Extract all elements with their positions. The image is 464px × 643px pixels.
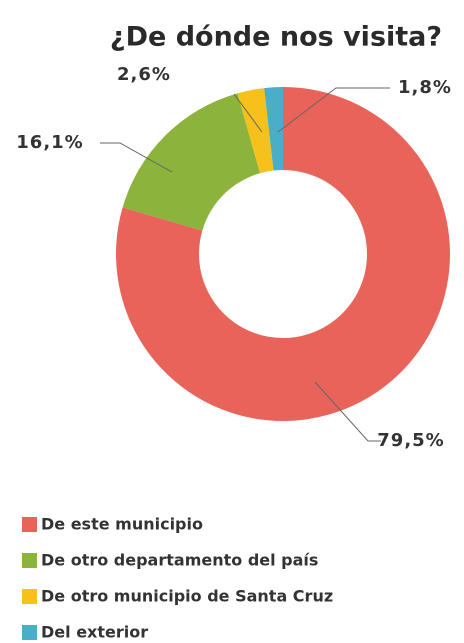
donut-slice: [237, 88, 274, 174]
donut-slice: [115, 87, 450, 421]
leader-line: [233, 93, 263, 133]
legend-swatch: [22, 553, 37, 568]
legend-swatch: [22, 517, 37, 532]
leader-line: [100, 142, 173, 173]
data-label: 16,1%: [16, 132, 83, 153]
legend-swatch: [22, 589, 37, 604]
data-label: 2,6%: [117, 64, 171, 85]
leader-line: [314, 381, 381, 442]
legend-label: De otro departamento del país: [41, 551, 318, 570]
chart-title: ¿De dónde nos visita?: [110, 22, 442, 53]
legend-label: De este municipio: [41, 515, 203, 534]
leader-line: [277, 87, 390, 133]
data-label: 79,5%: [377, 430, 444, 451]
legend-swatch: [22, 625, 37, 640]
legend-label: Del exterior: [41, 623, 148, 642]
donut-slice: [122, 93, 261, 231]
data-label: 1,8%: [398, 77, 452, 98]
donut-slice: [264, 87, 283, 171]
legend-label: De otro municipio de Santa Cruz: [41, 587, 333, 606]
